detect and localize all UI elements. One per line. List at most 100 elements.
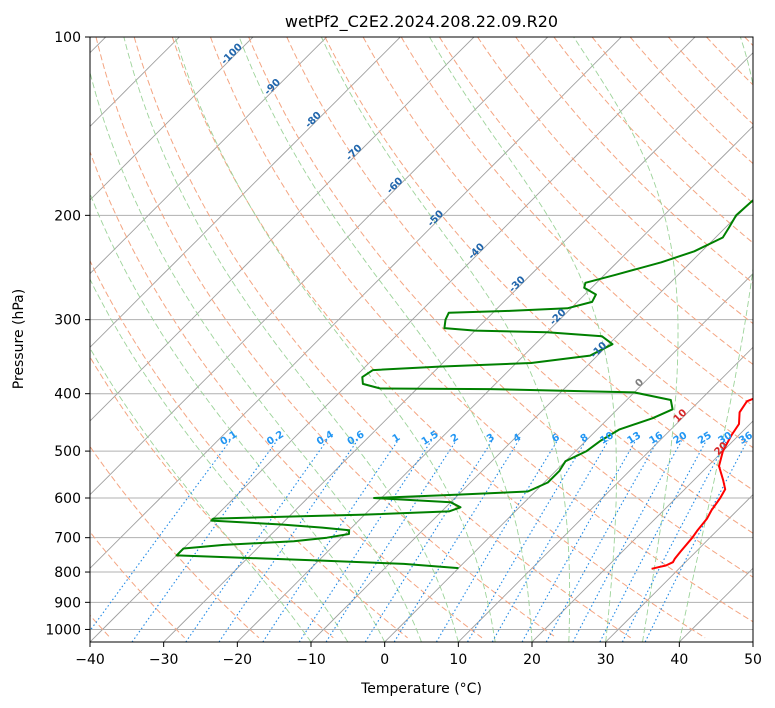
mixing-ratio-line (621, 440, 728, 642)
x-axis-title: Temperature (°C) (360, 681, 482, 697)
mixing-ratio-line (521, 440, 637, 642)
x-tick-label: −10 (296, 652, 326, 668)
y-tick-label: 1000 (45, 622, 81, 638)
x-tick-label: −40 (75, 652, 105, 668)
isotherm-label: -40 (466, 241, 487, 262)
dry-adiabat (324, 37, 753, 491)
x-tick-label: 20 (523, 652, 541, 668)
dry-adiabat (438, 37, 753, 365)
isotherm-label: -10 (589, 340, 610, 361)
y-tick-label: 400 (54, 387, 81, 403)
plot-lines (90, 37, 753, 642)
mixing-ratio-label: 0.6 (346, 429, 367, 448)
y-tick-label: 200 (54, 208, 81, 224)
isotherm-label: -90 (263, 77, 284, 98)
x-tick-label: 30 (597, 652, 615, 668)
dry-adiabat (90, 445, 260, 639)
isotherm-label: -70 (344, 143, 365, 164)
temperature-line (651, 397, 753, 570)
y-tick-label: 700 (54, 531, 81, 547)
mixing-ratio-line (545, 440, 659, 642)
mixing-ratio-line (131, 440, 278, 642)
isotherm-line (605, 494, 753, 642)
isotherm-line (90, 37, 328, 275)
moist-adiabat (678, 37, 753, 642)
dry-adiabat (629, 37, 753, 165)
mixing-ratio-label: 20 (672, 430, 690, 447)
x-tick-label: −30 (149, 652, 179, 668)
mixing-ratio-line (185, 440, 328, 642)
dry-adiabat (90, 356, 334, 639)
isotherm-line (90, 37, 401, 348)
dry-adiabat (515, 37, 753, 284)
mixing-ratio-label: 16 (647, 430, 665, 447)
isotherm-label: -20 (548, 307, 569, 328)
mixing-ratio-label: 3 (485, 432, 497, 445)
x-tick-label: 40 (670, 652, 688, 668)
x-tick-label: 10 (449, 652, 467, 668)
moist-adiabat (123, 37, 459, 642)
isotherm-line (236, 125, 753, 642)
plot-frame (89, 36, 754, 643)
mixing-ratio-line (435, 440, 558, 642)
moist-adiabat (573, 37, 679, 642)
x-tick-label: −20 (223, 652, 253, 668)
moist-adiabat (238, 37, 533, 642)
isotherm-label: -50 (426, 209, 447, 230)
moist-adiabat (90, 278, 349, 642)
mixing-ratio-label: 1 (391, 432, 403, 445)
dry-adiabat (90, 150, 483, 639)
mixing-ratio-label: 1.5 (420, 429, 441, 448)
y-axis-title: Pressure (hPa) (11, 289, 27, 389)
mixing-ratio-line (393, 440, 520, 642)
dry-adiabat (133, 37, 631, 639)
dry-adiabat (362, 37, 753, 449)
moist-adiabat (90, 347, 312, 642)
dry-adiabat (95, 37, 557, 639)
isotherm-line (90, 37, 254, 201)
mixing-ratio-line (90, 440, 231, 632)
mixing-ratio-label: 4 (512, 432, 524, 445)
isotherm-line (310, 199, 753, 642)
moist-adiabat (174, 37, 496, 642)
dry-adiabat (210, 37, 753, 623)
isotherm-line (678, 567, 753, 642)
isotherm-line (752, 641, 753, 642)
y-tick-label: 300 (54, 313, 81, 329)
mixing-ratio-label: 25 (696, 430, 714, 447)
mixing-ratio-label: 6 (550, 432, 562, 445)
moist-adiabat (90, 70, 422, 642)
moist-adiabat (320, 37, 571, 642)
plot-area: 0.1 0.2 0.4 0.6 1 1.5 2 3 4 6 8 10 13 16 20 25 30 36-100-… (90, 37, 755, 642)
mixing-ratio-label: 0.4 (315, 429, 336, 448)
isotherm-line (531, 420, 753, 642)
mixing-ratio-line (644, 440, 748, 642)
mixing-ratio-label: 2 (449, 432, 461, 445)
x-tick-label: 50 (744, 652, 762, 668)
mixing-ratio-line (364, 440, 493, 642)
isotherm-line (90, 37, 475, 422)
dry-adiabat (744, 37, 753, 47)
dry-adiabat (553, 37, 753, 244)
dry-adiabat (286, 37, 753, 534)
dry-adiabat (706, 37, 753, 86)
moist-adiabat (429, 37, 617, 642)
mixing-ratio-line (262, 440, 399, 642)
isotherm-label: -80 (303, 110, 324, 131)
moist-adiabat (90, 192, 386, 642)
dry-adiabat (171, 37, 706, 639)
chart-title: wetPf2_C2E2.2024.208.22.09.R20 (285, 12, 558, 32)
y-tick-label: 900 (54, 595, 81, 611)
mixing-ratio-line (325, 440, 457, 642)
dry-adiabat (90, 259, 408, 639)
y-tick-label: 600 (54, 491, 81, 507)
dry-adiabat (90, 531, 185, 639)
isotherm-line (384, 272, 753, 642)
mixing-ratio-label: 36 (737, 430, 755, 447)
mixing-ratio-label: 0.2 (265, 429, 286, 448)
isotherm-label: -60 (385, 176, 406, 197)
isotherm-label: 0 (633, 377, 646, 390)
isotherm-line (457, 346, 753, 642)
mixing-ratio-line (491, 440, 609, 642)
